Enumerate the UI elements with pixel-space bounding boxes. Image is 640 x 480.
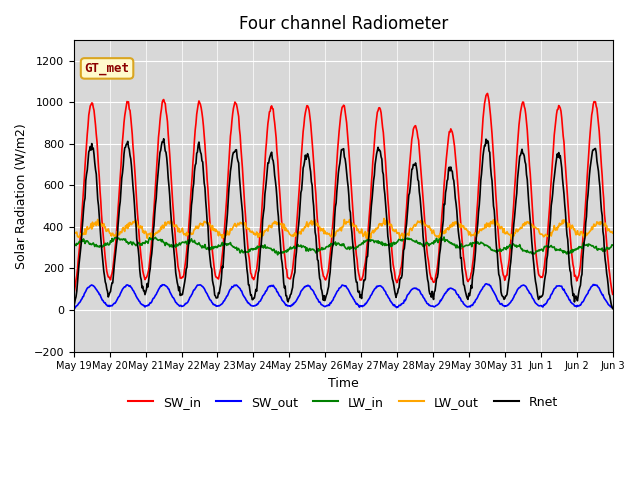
Text: GT_met: GT_met bbox=[84, 62, 129, 75]
Line: LW_out: LW_out bbox=[74, 218, 612, 240]
LW_in bbox=[401, 234, 408, 240]
SW_in bbox=[409, 132, 417, 138]
SW_out bbox=[425, 302, 433, 308]
SW_out bbox=[70, 305, 77, 311]
SW_in bbox=[70, 291, 77, 297]
Rnet bbox=[160, 136, 168, 142]
Y-axis label: Solar Radiation (W/m2): Solar Radiation (W/m2) bbox=[15, 123, 28, 269]
Rnet bbox=[70, 303, 77, 309]
LW_out bbox=[425, 223, 433, 228]
LW_in bbox=[274, 252, 282, 258]
SW_out bbox=[191, 287, 198, 293]
Line: SW_out: SW_out bbox=[74, 284, 612, 309]
Rnet bbox=[80, 207, 88, 213]
SW_out bbox=[609, 305, 616, 311]
SW_in bbox=[190, 150, 198, 156]
LW_out bbox=[70, 232, 77, 238]
SW_in bbox=[218, 253, 226, 259]
SW_out bbox=[410, 286, 417, 291]
SW_in bbox=[80, 188, 88, 194]
LW_in bbox=[135, 240, 143, 246]
LW_in bbox=[609, 242, 616, 248]
LW_out bbox=[218, 235, 226, 241]
Rnet bbox=[425, 288, 433, 293]
SW_in bbox=[135, 231, 143, 237]
SW_in bbox=[424, 257, 432, 263]
LW_out bbox=[80, 230, 88, 236]
Line: Rnet: Rnet bbox=[74, 139, 612, 309]
Rnet bbox=[191, 168, 198, 174]
LW_in bbox=[218, 240, 226, 245]
Rnet bbox=[135, 254, 143, 260]
LW_in bbox=[426, 241, 434, 247]
Line: SW_in: SW_in bbox=[74, 94, 612, 294]
LW_out bbox=[609, 230, 616, 236]
Rnet bbox=[609, 306, 616, 312]
LW_in bbox=[410, 238, 418, 244]
Line: LW_in: LW_in bbox=[74, 237, 612, 255]
LW_out bbox=[190, 228, 198, 234]
SW_out bbox=[482, 281, 490, 287]
SW_out bbox=[70, 306, 78, 312]
LW_in bbox=[190, 239, 198, 245]
Rnet bbox=[219, 265, 227, 271]
Legend: SW_in, SW_out, LW_in, LW_out, Rnet: SW_in, SW_out, LW_in, LW_out, Rnet bbox=[124, 391, 563, 414]
SW_out bbox=[81, 291, 88, 297]
SW_in bbox=[484, 91, 492, 96]
LW_out bbox=[380, 216, 388, 221]
LW_in bbox=[70, 242, 77, 248]
SW_out bbox=[219, 300, 227, 306]
LW_out bbox=[410, 224, 417, 230]
LW_out bbox=[508, 237, 515, 242]
Title: Four channel Radiometer: Four channel Radiometer bbox=[239, 15, 448, 33]
LW_out bbox=[135, 225, 143, 231]
X-axis label: Time: Time bbox=[328, 377, 358, 390]
Rnet bbox=[410, 162, 417, 168]
LW_in bbox=[80, 236, 88, 242]
SW_out bbox=[136, 299, 143, 304]
SW_in bbox=[609, 291, 616, 297]
